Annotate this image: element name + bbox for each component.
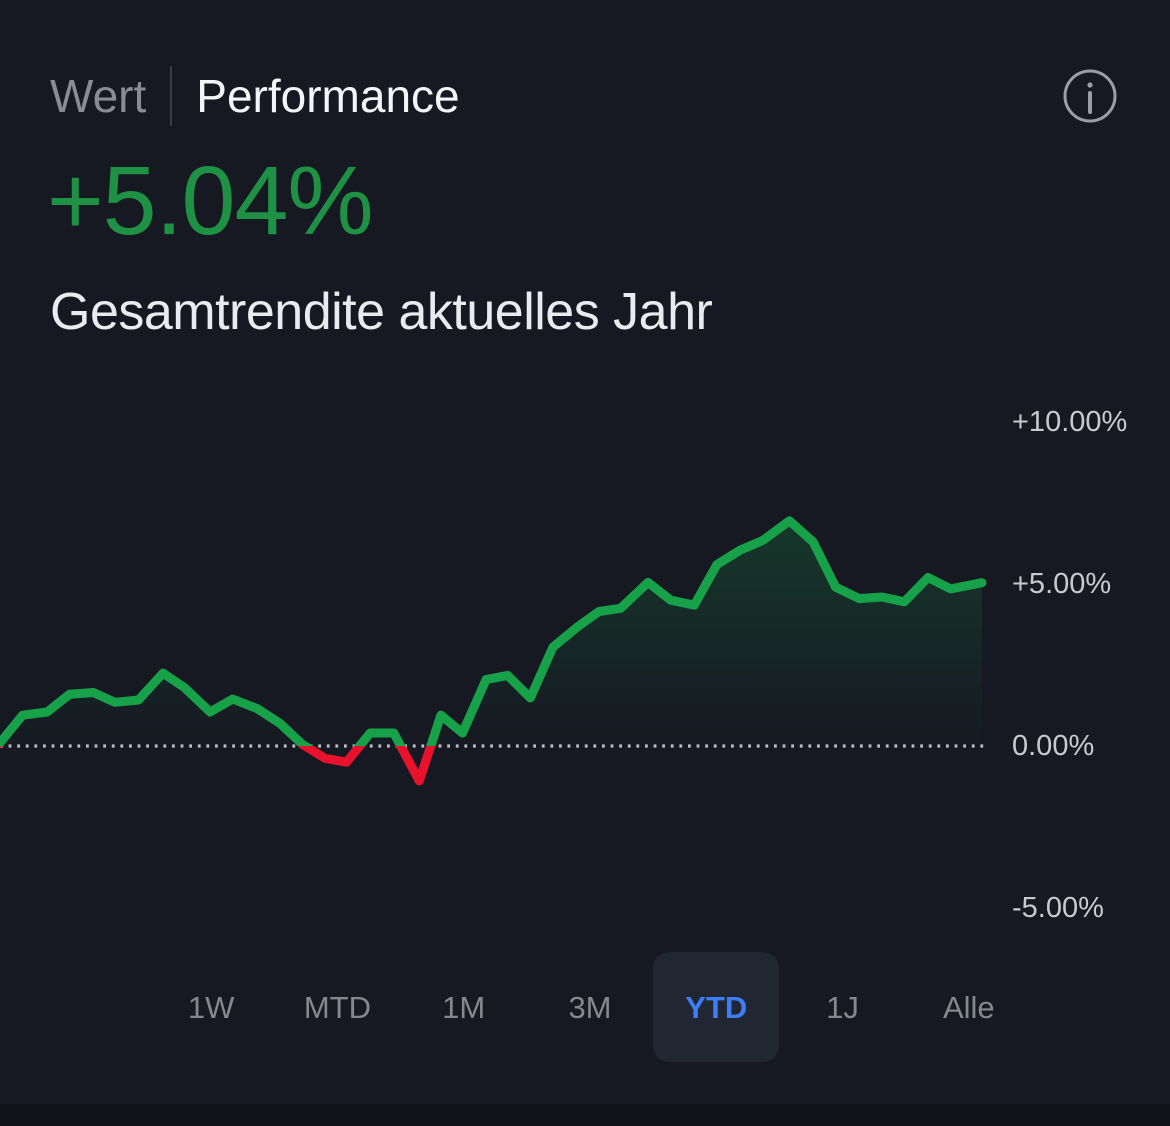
tab-performance[interactable]: Performance [196, 70, 460, 122]
performance-chart[interactable]: +10.00% +5.00% 0.00% -5.00% [0, 380, 1170, 940]
tab-wert[interactable]: Wert [50, 70, 147, 122]
y-axis-tick: +10.00% [1012, 406, 1128, 438]
performance-value: +5.04% [47, 146, 374, 255]
bottom-strip [0, 1104, 1170, 1126]
tab-divider [170, 66, 173, 126]
range-button-1j[interactable]: 1J [826, 989, 859, 1025]
y-axis-tick: 0.00% [1012, 730, 1095, 762]
info-icon [1063, 69, 1117, 123]
range-button-alle[interactable]: Alle [942, 989, 995, 1025]
y-axis: +10.00% +5.00% 0.00% -5.00% [1012, 380, 1170, 940]
performance-caption: Gesamtrendite aktuelles Jahr [50, 283, 713, 341]
range-button-1m[interactable]: 1M [442, 989, 486, 1025]
range-button-3m[interactable]: 3M [568, 989, 612, 1025]
range-button-mtd[interactable]: MTD [303, 989, 371, 1025]
info-button[interactable] [1062, 68, 1118, 124]
y-axis-tick: +5.00% [1012, 568, 1112, 600]
chart-line-positive [0, 516, 987, 746]
range-button-1w[interactable]: 1W [187, 989, 235, 1025]
range-button-ytd[interactable]: YTD [653, 952, 780, 1062]
y-axis-tick: -5.00% [1012, 892, 1104, 924]
chart-canvas [0, 516, 987, 786]
range-selector: 1W MTD 1M 3M YTD 1J Alle [148, 952, 1032, 1062]
chart-area-fill [0, 520, 982, 746]
header-tabs: Wert Performance [50, 64, 460, 128]
